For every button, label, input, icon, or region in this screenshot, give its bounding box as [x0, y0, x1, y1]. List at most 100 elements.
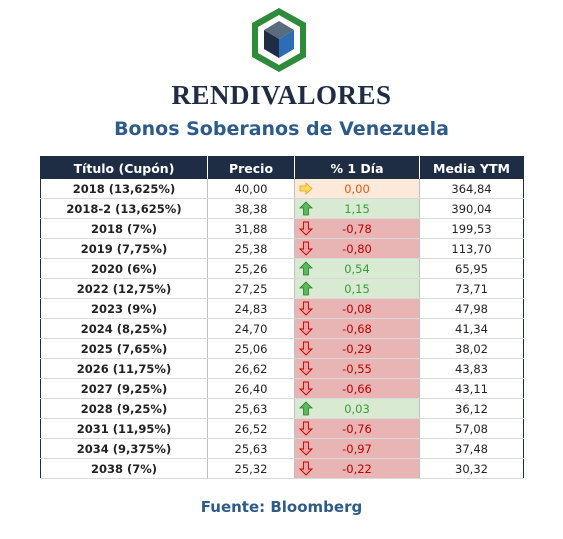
bond-price-cell: 25,06 [207, 338, 295, 359]
down-arrow-icon [298, 301, 314, 316]
bond-price-cell: 25,32 [207, 458, 295, 479]
bond-title-cell: 2019 (7,75%) [40, 238, 208, 259]
down-arrow-icon [298, 461, 314, 476]
bond-title-cell: 2028 (9,25%) [40, 398, 208, 419]
down-arrow-icon [298, 361, 314, 376]
bond-price-cell: 38,38 [207, 198, 295, 219]
source-note: Fuente: Bloomberg [200, 498, 363, 516]
table-row: 2026 (11,75%) 26,62 -0,55 43,83 [40, 358, 524, 379]
bond-change-cell: 0,15 [294, 278, 420, 299]
bond-change-cell: 0,54 [294, 258, 420, 279]
down-arrow-icon [298, 241, 314, 256]
bond-change-cell: 1,15 [294, 198, 420, 219]
bond-change-value: -0,80 [342, 241, 372, 256]
bond-change-cell: -0,22 [294, 458, 420, 479]
bond-title-cell: 2025 (7,65%) [40, 338, 208, 359]
bond-ytm-cell: 38,02 [419, 338, 524, 359]
bond-change-cell: -0,68 [294, 318, 420, 339]
bond-change-cell: -0,29 [294, 338, 420, 359]
bond-change-value: -0,78 [342, 221, 372, 236]
bond-change-cell: -0,97 [294, 438, 420, 459]
bond-title-cell: 2038 (7%) [40, 458, 208, 479]
bond-title-cell: 2026 (11,75%) [40, 358, 208, 379]
bond-change-cell: -0,76 [294, 418, 420, 439]
table-row: 2023 (9%) 24,83 -0,08 47,98 [40, 298, 524, 319]
bond-title-cell: 2031 (11,95%) [40, 418, 208, 439]
down-arrow-icon [298, 381, 314, 396]
bond-price-cell: 25,63 [207, 398, 295, 419]
bond-price-cell: 25,26 [207, 258, 295, 279]
bond-price-cell: 26,62 [207, 358, 295, 379]
bond-change-cell: -0,08 [294, 298, 420, 319]
table-body: 2018 (13,625%) 40,00 0,00 364,84 2018-2 (13,… [40, 179, 524, 479]
right-arrow-icon [299, 181, 313, 196]
up-arrow-icon [299, 201, 313, 216]
up-arrow-icon [299, 281, 313, 296]
table-row: 2024 (8,25%) 24,70 -0,68 41,34 [40, 318, 524, 339]
column-header-ytm: Media YTM [419, 156, 524, 179]
bond-ytm-cell: 199,53 [419, 218, 524, 239]
table-row: 2018 (13,625%) 40,00 0,00 364,84 [40, 179, 524, 199]
bond-ytm-cell: 113,70 [419, 238, 524, 259]
bond-ytm-cell: 41,34 [419, 318, 524, 339]
bond-ytm-cell: 43,83 [419, 358, 524, 379]
brand-name: RENDIVALORES [171, 80, 392, 110]
bond-change-cell: -0,66 [294, 378, 420, 399]
bond-price-cell: 25,63 [207, 438, 295, 459]
bond-price-cell: 24,70 [207, 318, 295, 339]
up-arrow-icon [299, 401, 313, 416]
table-row: 2034 (9,375%) 25,63 -0,97 37,48 [40, 438, 524, 459]
bond-ytm-cell: 47,98 [419, 298, 524, 319]
column-header-change: % 1 Día [294, 156, 420, 179]
bond-change-value: -0,68 [342, 321, 372, 336]
bond-change-value: 0,54 [344, 261, 370, 276]
down-arrow-icon [298, 421, 314, 436]
table-row: 2019 (7,75%) 25,38 -0,80 113,70 [40, 238, 524, 259]
down-arrow-icon [298, 321, 314, 336]
bond-price-cell: 24,83 [207, 298, 295, 319]
bond-title-cell: 2018 (13,625%) [40, 179, 208, 199]
table-row: 2028 (9,25%) 25,63 0,03 36,12 [40, 398, 524, 419]
bond-ytm-cell: 364,84 [419, 179, 524, 199]
table-row: 2031 (11,95%) 26,52 -0,76 57,08 [40, 418, 524, 439]
bond-title-cell: 2022 (12,75%) [40, 278, 208, 299]
bond-price-cell: 25,38 [207, 238, 295, 259]
bond-ytm-cell: 73,71 [419, 278, 524, 299]
bond-change-value: 0,00 [344, 181, 370, 196]
bond-price-cell: 40,00 [207, 179, 295, 199]
column-header-title: Título (Cupón) [40, 156, 208, 179]
bond-ytm-cell: 36,12 [419, 398, 524, 419]
down-arrow-icon [298, 441, 314, 456]
bond-change-value: -0,29 [342, 341, 372, 356]
bond-ytm-cell: 37,48 [419, 438, 524, 459]
table-row: 2038 (7%) 25,32 -0,22 30,32 [40, 458, 524, 479]
table-row: 2018-2 (13,625%) 38,38 1,15 390,04 [40, 198, 524, 219]
bond-change-value: -0,22 [342, 461, 372, 476]
bond-price-cell: 26,40 [207, 378, 295, 399]
down-arrow-icon [298, 341, 314, 356]
rendivalores-logo-icon [252, 8, 306, 72]
column-header-price: Precio [207, 156, 295, 179]
bond-title-cell: 2027 (9,25%) [40, 378, 208, 399]
bond-change-value: -0,08 [342, 301, 372, 316]
bond-change-value: 1,15 [344, 201, 370, 216]
table-row: 2018 (7%) 31,88 -0,78 199,53 [40, 218, 524, 239]
bond-change-cell: -0,55 [294, 358, 420, 379]
bond-ytm-cell: 390,04 [419, 198, 524, 219]
bond-change-value: -0,76 [342, 421, 372, 436]
bond-change-value: -0,66 [342, 381, 372, 396]
bond-title-cell: 2020 (6%) [40, 258, 208, 279]
table-row: 2027 (9,25%) 26,40 -0,66 43,11 [40, 378, 524, 399]
table-row: 2025 (7,65%) 25,06 -0,29 38,02 [40, 338, 524, 359]
bond-title-cell: 2023 (9%) [40, 298, 208, 319]
bonds-table: Título (Cupón) Precio % 1 Día Media YTM … [40, 156, 524, 479]
bond-change-cell: 0,03 [294, 398, 420, 419]
bond-price-cell: 27,25 [207, 278, 295, 299]
bond-change-value: -0,55 [342, 361, 372, 376]
bond-change-cell: -0,78 [294, 218, 420, 239]
bond-title-cell: 2034 (9,375%) [40, 438, 208, 459]
bond-change-value: 0,03 [344, 401, 370, 416]
bond-price-cell: 31,88 [207, 218, 295, 239]
down-arrow-icon [298, 221, 314, 236]
bond-change-value: -0,97 [342, 441, 372, 456]
